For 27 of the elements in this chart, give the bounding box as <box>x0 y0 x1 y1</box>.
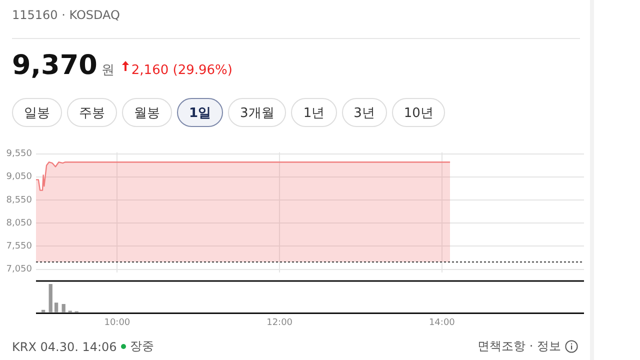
text: 1년 <box>291 98 337 127</box>
text: 면책조항 · 정보 <box>478 338 561 355</box>
y-tick-label: 8,550 <box>6 195 32 206</box>
text: 115160 · KOSDAQ <box>12 8 120 22</box>
text: 원 <box>101 62 114 79</box>
text: 일봉 <box>12 98 62 127</box>
text: KRX 04.30. 14:06 <box>12 340 117 354</box>
text: 3개월 <box>228 98 286 127</box>
y-tick-label: 9,550 <box>6 149 32 160</box>
text: 2,160 (29.96%) <box>131 63 232 78</box>
x-tick-label: 12:00 <box>266 318 293 328</box>
bar <box>54 302 58 312</box>
text: 1일 <box>177 98 224 127</box>
text: 3년 <box>342 98 387 127</box>
text: 주봉 <box>67 98 117 127</box>
y-tick-label: 7,050 <box>6 264 32 275</box>
bar <box>62 304 66 312</box>
x-tick-label: 14:00 <box>428 318 456 328</box>
x-tick-label: 10:00 <box>104 318 130 328</box>
text: 월봉 <box>122 98 172 127</box>
bar <box>48 284 52 312</box>
y-tick-label: 9,050 <box>6 172 32 182</box>
text: 9,370 <box>12 50 98 81</box>
y-tick-label: 8,050 <box>6 218 32 228</box>
y-tick-label: 7,550 <box>6 242 32 252</box>
text: 장중 <box>130 338 154 355</box>
text: 10년 <box>392 98 446 127</box>
